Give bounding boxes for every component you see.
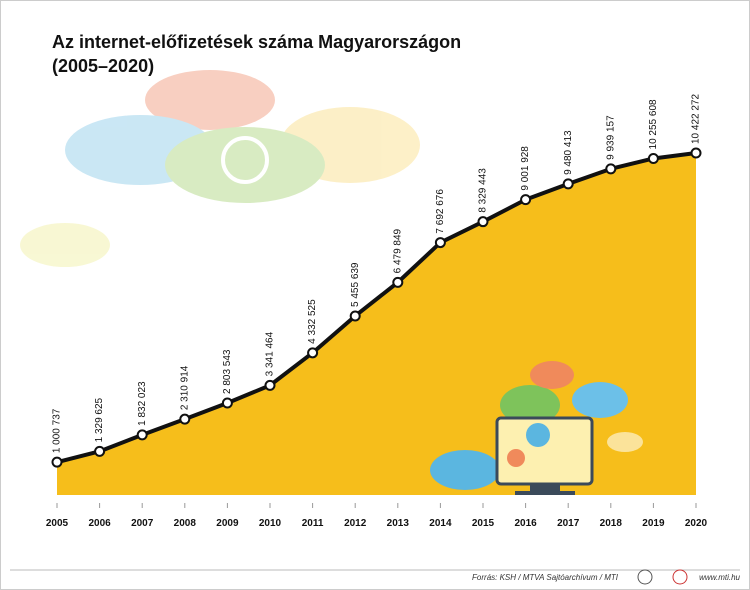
x-tick-label: 2008	[174, 518, 197, 529]
data-label: 7 692 676	[435, 189, 446, 234]
x-tick-label: 2019	[642, 518, 665, 529]
chart-subtitle: (2005–2020)	[52, 56, 154, 76]
x-tick-label: 2005	[46, 518, 69, 529]
data-label: 2 310 914	[179, 365, 190, 410]
x-tick-label: 2020	[685, 518, 708, 529]
data-label: 1 000 737	[52, 408, 63, 453]
x-tick-label: 2018	[600, 518, 623, 529]
source: Forrás: KSH / MTVA Sajtóarchívum / MTI	[472, 573, 619, 582]
point	[605, 163, 617, 175]
point	[136, 429, 148, 441]
line-group: 1 000 737 1 329 625 1 832 023 2 310 914 2 80…	[51, 94, 702, 468]
x-tick-label: 2006	[88, 518, 111, 529]
data-label: 10 422 272	[691, 94, 702, 144]
point	[51, 456, 63, 468]
x-tick-label: 2014	[429, 518, 452, 529]
data-label: 1 329 625	[94, 397, 105, 442]
point	[221, 397, 233, 409]
x-tick-label: 2017	[557, 518, 580, 529]
chart-title: Az internet-előfizetések száma Magyarors…	[52, 32, 461, 52]
point	[94, 445, 106, 457]
data-label: 2 803 543	[222, 349, 233, 394]
x-tick-label: 2015	[472, 518, 495, 529]
data-label: 6 479 849	[392, 228, 403, 273]
decoration-clouds	[20, 70, 420, 267]
data-label: 1 832 023	[137, 381, 148, 426]
x-tick-label: 2012	[344, 518, 367, 529]
point	[477, 216, 489, 228]
x-tick-label: 2016	[514, 518, 537, 529]
point	[520, 194, 532, 206]
point	[392, 276, 404, 288]
x-tick-label: 2007	[131, 518, 154, 529]
decoration-devices	[430, 361, 643, 495]
data-label: 8 329 443	[478, 168, 489, 213]
line	[56, 151, 697, 465]
data-label: 9 939 157	[605, 115, 616, 160]
data-label: 10 255 608	[648, 99, 659, 149]
logo	[672, 569, 688, 585]
point	[434, 237, 446, 249]
data-label: 9 480 413	[563, 130, 574, 175]
point	[264, 379, 276, 391]
x-tick-label: 2010	[259, 518, 282, 529]
x-tick-label: 2011	[302, 518, 324, 529]
x-tick-label: 2013	[387, 518, 410, 529]
logo	[637, 569, 653, 585]
point	[179, 413, 191, 425]
point	[349, 310, 361, 322]
x-tick-label: 2009	[216, 518, 239, 529]
point	[562, 178, 574, 190]
data-label: 5 455 639	[350, 262, 361, 307]
point	[647, 152, 659, 164]
point	[307, 347, 319, 359]
data-label: 4 332 525	[307, 299, 318, 344]
data-label: 3 341 464	[265, 331, 276, 376]
website: www.mti.hu	[699, 573, 740, 582]
point	[690, 147, 702, 159]
data-label: 9 001 928	[520, 146, 531, 191]
